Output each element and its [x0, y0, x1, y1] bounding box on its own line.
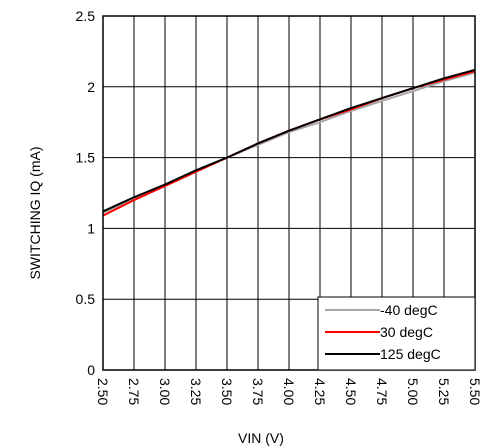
- x-tick-label: 3.00: [157, 378, 173, 405]
- legend-label: 30 degC: [380, 324, 433, 340]
- x-tick-label: 2.75: [126, 378, 142, 405]
- y-axis-label: SWITCHING IQ (mA): [27, 147, 43, 280]
- series-line-3: [102, 68, 476, 213]
- x-tick-label: 2.50: [95, 378, 111, 405]
- y-tick-label: 1.5: [76, 150, 96, 166]
- series-lines: [102, 68, 476, 217]
- x-tick-label: 3.50: [219, 378, 235, 405]
- x-tick-label: 3.25: [188, 378, 204, 405]
- x-tick-label: 5.25: [436, 378, 452, 405]
- x-tick-label: 4.25: [312, 378, 328, 405]
- legend-label: 125 degC: [380, 346, 441, 362]
- x-tick-label: 4.00: [281, 378, 297, 405]
- y-tick-label: 0.5: [76, 291, 96, 307]
- x-tick-label: 3.75: [250, 378, 266, 405]
- x-tick-label: 5.00: [405, 378, 421, 405]
- legend: -40 degC 30 degC 125 degC: [317, 296, 476, 371]
- x-tick-label: 4.75: [374, 378, 390, 405]
- plot-border: [102, 15, 476, 371]
- x-tick-label: 4.50: [343, 378, 359, 405]
- x-axis-label: VIN (V): [238, 430, 284, 446]
- y-tick-labels: 0 0.5 1 1.5 2 2.5: [76, 8, 96, 378]
- legend-label: -40 degC: [380, 302, 438, 318]
- y-tick-label: 0: [87, 362, 95, 378]
- y-tick-label: 1: [87, 220, 95, 236]
- y-tick-label: 2.5: [76, 8, 96, 24]
- y-tick-label: 2: [87, 79, 95, 95]
- x-tick-labels: 2.50 2.75 3.00 3.25 3.50 3.75 4.00 4.25 4.50 4.75…: [95, 378, 483, 405]
- x-tick-label: 5.50: [467, 378, 483, 405]
